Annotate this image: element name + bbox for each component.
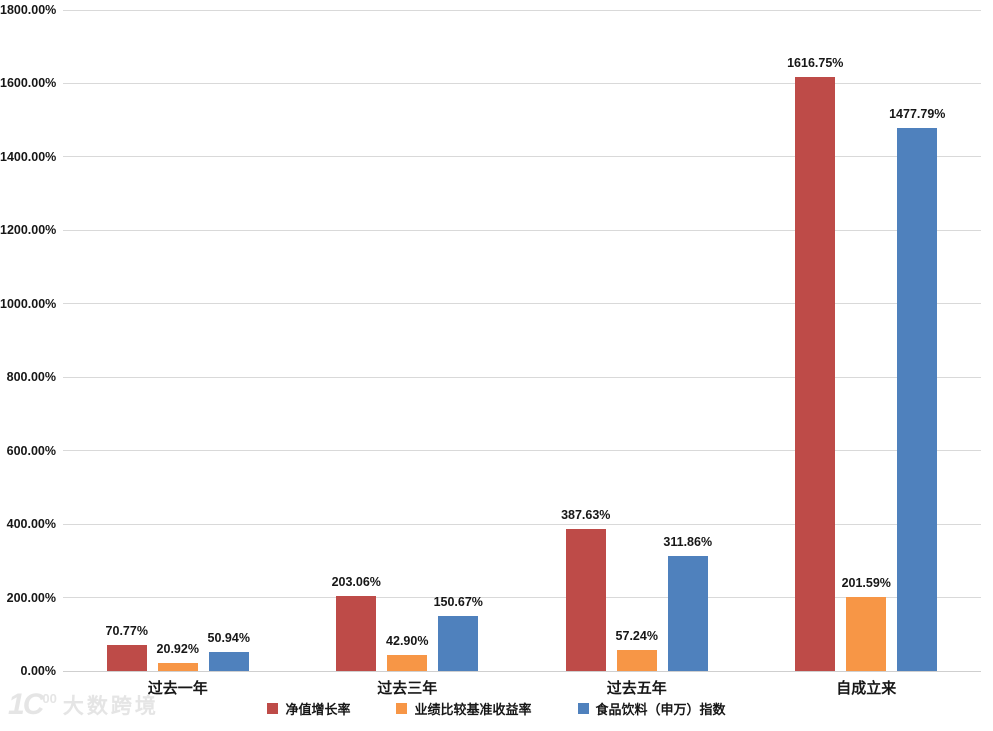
watermark-logo-c: C xyxy=(22,688,45,721)
bar-series1-cat2 xyxy=(336,596,377,671)
x-category-label: 过去三年 xyxy=(377,680,438,697)
legend: 净值增长率 业绩比较基准收益率 食品饮料（申万）指数 xyxy=(0,699,993,718)
bar-value-label: 203.06% xyxy=(331,575,381,590)
y-tick-label: 1000.00% xyxy=(0,296,57,311)
bar-series1-cat4 xyxy=(795,77,836,671)
bar-value-label: 70.77% xyxy=(105,624,148,638)
y-tick-label: 400.00% xyxy=(6,517,56,532)
bar-value-label: 1477.79% xyxy=(889,107,946,122)
legend-swatch-icon xyxy=(267,703,279,714)
bar-series3-cat2 xyxy=(438,615,479,671)
y-tick-label: 0.00% xyxy=(20,664,56,678)
legend-item-series3: 食品饮料（申万）指数 xyxy=(577,699,726,718)
gridline xyxy=(63,229,981,231)
bar-series3-cat3 xyxy=(667,556,708,671)
bar-series2-cat3 xyxy=(616,649,657,671)
gridline xyxy=(63,376,981,378)
bar-value-label: 1616.75% xyxy=(787,56,844,71)
legend-item-series1: 净值增长率 xyxy=(267,699,350,718)
y-tick-label: 800.00% xyxy=(6,370,56,385)
gridline xyxy=(63,523,981,525)
watermark-text: 大数跨境 xyxy=(62,695,159,718)
legend-label: 业绩比较基准收益率 xyxy=(414,702,532,717)
gridline xyxy=(63,303,981,305)
legend-label: 食品饮料（申万）指数 xyxy=(595,702,726,717)
bar-value-label: 50.94% xyxy=(207,631,250,646)
gridline xyxy=(63,597,981,599)
gridline xyxy=(63,9,981,11)
bar-value-label: 57.24% xyxy=(615,628,658,643)
bar-value-label: 201.59% xyxy=(841,575,891,590)
y-tick-label: 1200.00% xyxy=(0,223,57,238)
bar-value-label: 20.92% xyxy=(156,642,199,657)
bar-value-label: 387.63% xyxy=(561,507,611,522)
bar-value-label: 150.67% xyxy=(433,594,483,609)
watermark-logo-1: 1 xyxy=(8,688,25,721)
bar-series2-cat4 xyxy=(846,596,887,671)
bar-value-label: 42.90% xyxy=(386,634,429,649)
gridline xyxy=(63,82,981,84)
y-tick-label: 600.00% xyxy=(6,443,56,458)
legend-swatch-icon xyxy=(577,703,589,714)
bar-series2-cat1 xyxy=(157,663,198,671)
y-tick-label: 1400.00% xyxy=(0,149,57,164)
x-axis-baseline xyxy=(63,670,981,672)
bar-series2-cat2 xyxy=(387,655,428,671)
gridline xyxy=(63,156,981,158)
bar-value-label: 311.86% xyxy=(663,535,713,550)
x-category-label: 过去一年 xyxy=(147,680,208,697)
y-tick-label: 1600.00% xyxy=(0,76,57,91)
watermark-logo-oo: 00 xyxy=(42,691,57,706)
legend-swatch-icon xyxy=(396,703,408,714)
x-category-label: 自成立来 xyxy=(836,680,897,697)
bar-series1-cat3 xyxy=(565,528,606,671)
gridline xyxy=(63,450,981,452)
bar-series3-cat4 xyxy=(897,128,938,671)
watermark-100-logo-icon: 1 C 00 xyxy=(8,690,57,720)
bar-series1-cat1 xyxy=(106,645,147,671)
y-tick-label: 200.00% xyxy=(6,590,56,605)
bar-series3-cat1 xyxy=(208,652,249,671)
x-category-label: 过去五年 xyxy=(606,680,667,697)
y-tick-label: 1800.00% xyxy=(0,3,57,17)
legend-label: 净值增长率 xyxy=(285,702,351,717)
legend-item-series2: 业绩比较基准收益率 xyxy=(396,699,532,718)
watermark: 1 C 00 大数跨境 xyxy=(8,690,159,720)
